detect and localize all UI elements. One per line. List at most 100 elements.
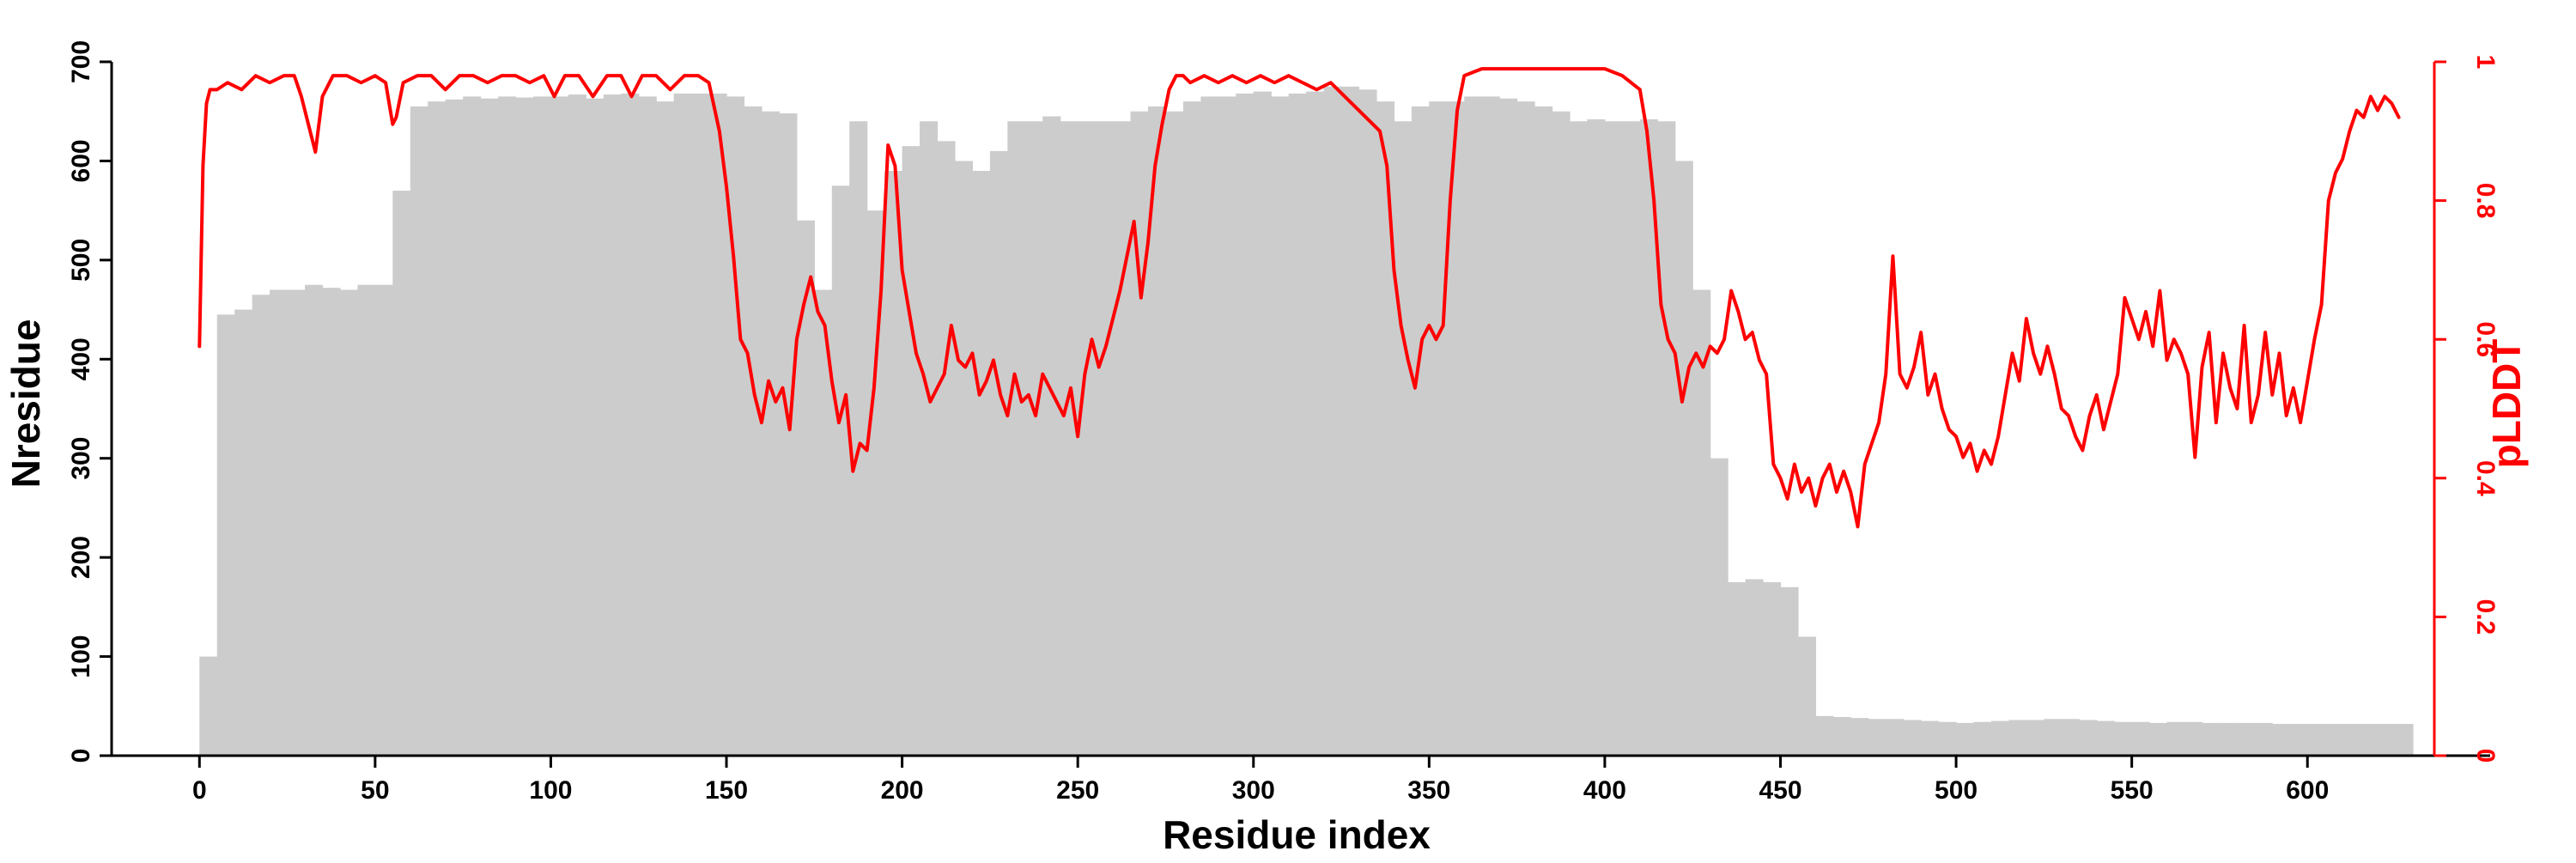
bar — [2166, 721, 2185, 756]
bar — [1446, 101, 1465, 757]
bar — [2131, 721, 2150, 756]
bar — [2395, 724, 2414, 756]
y-tick-label-right: 0.8 — [2471, 183, 2500, 219]
bar — [287, 289, 306, 756]
bar — [920, 121, 939, 756]
bar — [410, 106, 428, 756]
bar — [2096, 720, 2115, 756]
bar — [1657, 121, 1676, 756]
bar — [1956, 722, 1975, 756]
bar — [1007, 121, 1026, 756]
bar — [884, 170, 903, 757]
axes-layer: 0 50 100 150 200 250 300 350 400 450 500 550 6000100… — [67, 40, 2500, 805]
bar — [374, 284, 393, 757]
bar — [392, 191, 411, 756]
y-tick-label-right: 0.4 — [2471, 460, 2500, 496]
x-tick-label: 400 — [1583, 776, 1626, 805]
bar — [2342, 724, 2361, 756]
bar — [1271, 96, 1290, 756]
bar — [796, 220, 815, 756]
bar — [1780, 586, 1799, 756]
bar — [1797, 636, 1817, 756]
bar — [498, 96, 517, 756]
bar — [2044, 719, 2063, 756]
bar — [2026, 720, 2044, 756]
bar — [1499, 98, 1518, 756]
bar — [1850, 718, 1869, 756]
bar — [199, 656, 218, 756]
plddt-line — [197, 67, 2401, 529]
bar — [1253, 91, 1272, 756]
bar — [1534, 106, 1553, 756]
bars-layer — [199, 86, 2414, 757]
x-tick-label: 600 — [2286, 776, 2329, 805]
y-tick-label-left: 200 — [67, 536, 95, 579]
bar — [1481, 96, 1500, 756]
bar — [480, 98, 499, 756]
line-layer — [197, 67, 2401, 529]
bar — [1728, 582, 1747, 756]
bar — [1411, 106, 1430, 756]
bar — [445, 99, 464, 757]
bar — [1024, 121, 1043, 756]
x-tick-label: 550 — [2111, 776, 2154, 805]
bar — [1182, 101, 1201, 757]
x-tick-label: 100 — [529, 776, 572, 805]
y-tick-label-left: 600 — [67, 139, 95, 182]
bar — [1429, 101, 1448, 757]
bar — [972, 170, 991, 757]
bar — [1060, 121, 1078, 756]
x-tick-label: 450 — [1759, 776, 1801, 805]
bar — [744, 106, 762, 756]
bar — [2202, 722, 2221, 756]
bar — [902, 146, 920, 757]
bar — [673, 93, 692, 756]
bar — [1464, 96, 1483, 756]
bar — [1903, 720, 1922, 756]
bar — [428, 101, 447, 757]
bar — [1113, 121, 1132, 756]
bar — [638, 96, 657, 756]
y-tick-label-right: 1 — [2471, 55, 2500, 70]
bar — [849, 121, 868, 756]
bar — [656, 101, 675, 757]
y-tick-label-right: 0.2 — [2471, 599, 2500, 635]
bar — [463, 96, 482, 756]
bar — [1674, 161, 1693, 756]
y-tick-label-left: 300 — [67, 437, 95, 480]
bar — [1604, 121, 1623, 756]
bar — [2237, 722, 2256, 756]
y-axis-title-right: pLDDT — [2484, 339, 2529, 469]
bar — [2289, 724, 2308, 756]
bar — [2378, 724, 2397, 756]
bar — [532, 96, 552, 756]
bar — [1376, 101, 1395, 757]
bar — [621, 93, 640, 756]
bar — [1886, 719, 1905, 756]
bar — [586, 98, 605, 756]
y-axis-title-left: Nresidue — [3, 319, 48, 489]
x-axis-title: Residue index — [1163, 812, 1431, 857]
y-tick-label-left: 100 — [67, 635, 95, 678]
bar — [814, 289, 833, 756]
bar — [550, 96, 569, 756]
x-tick-label: 500 — [1935, 776, 1978, 805]
bar — [779, 113, 798, 756]
bar — [270, 289, 289, 756]
bar — [1165, 111, 1184, 756]
x-tick-label: 150 — [705, 776, 748, 805]
x-tick-label: 350 — [1407, 776, 1450, 805]
bar — [1622, 121, 1641, 756]
bar — [339, 289, 359, 756]
x-tick-label: 0 — [192, 776, 207, 805]
bar — [2149, 722, 2168, 756]
bar — [305, 284, 324, 757]
bar — [2079, 720, 2098, 756]
bar — [2307, 724, 2326, 756]
bar — [1236, 93, 1255, 756]
bar — [357, 284, 376, 757]
bar — [1042, 116, 1061, 757]
bar — [1306, 91, 1325, 756]
y-tick-label-left: 700 — [67, 40, 95, 83]
bar — [1745, 579, 1764, 756]
